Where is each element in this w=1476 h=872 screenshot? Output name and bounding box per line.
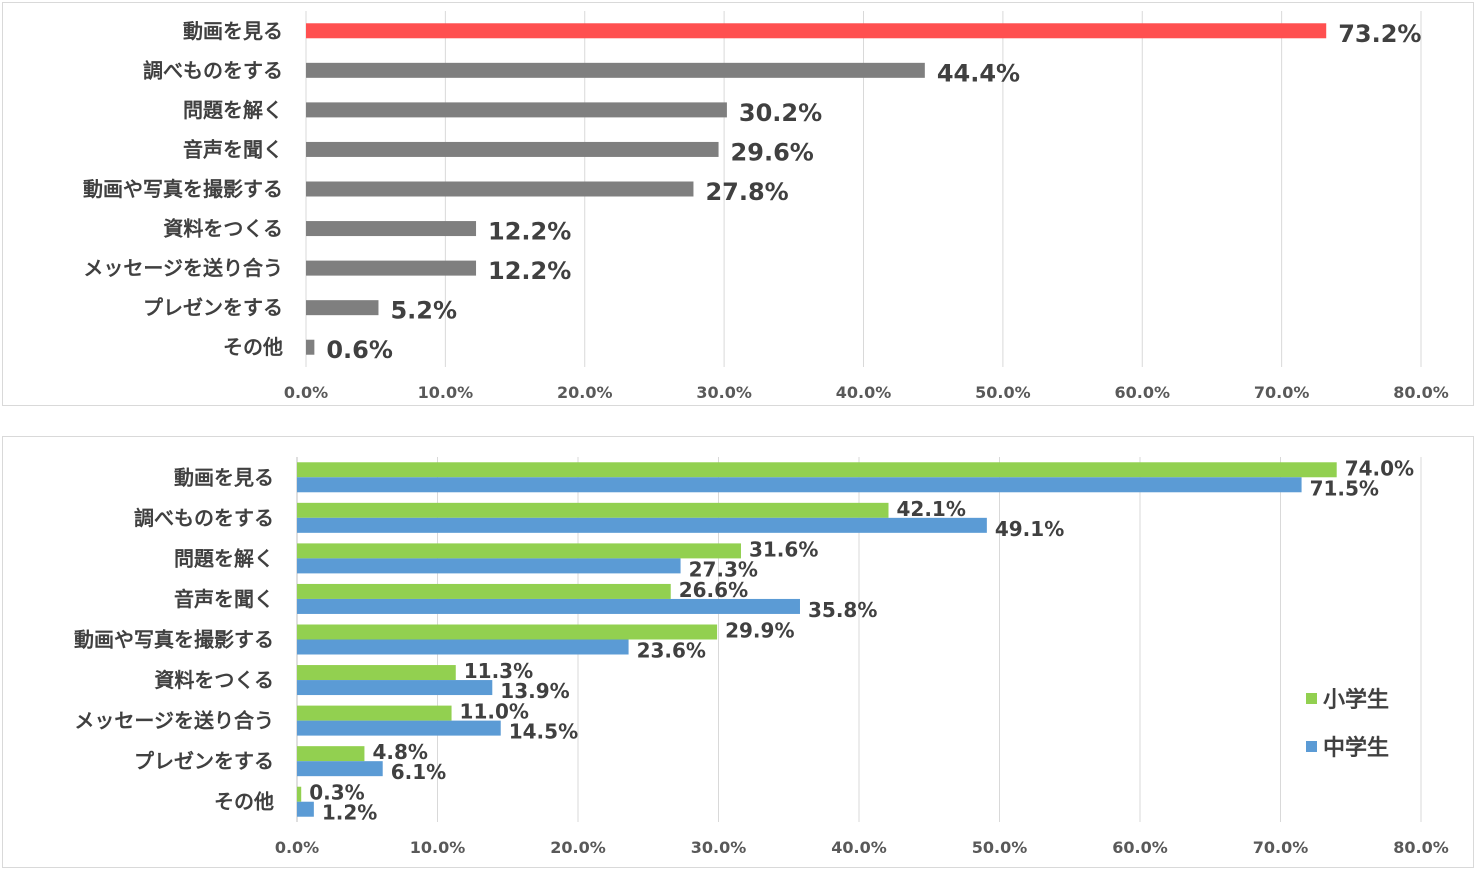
x-tick-label: 30.0%: [691, 838, 747, 857]
x-tick-label: 60.0%: [1114, 383, 1170, 402]
category-label: 調べものをする: [134, 506, 274, 530]
data-label: 4.8%: [372, 740, 427, 764]
data-label: 29.9%: [725, 619, 794, 643]
data-label: 0.3%: [309, 781, 364, 805]
bar-elementary: [297, 462, 1337, 478]
bar-junior-high: [297, 801, 314, 817]
bar-elementary: [297, 543, 741, 559]
category-label: 動画を見る: [183, 19, 283, 43]
x-tick-label: 40.0%: [836, 383, 892, 402]
category-label: 動画や写真を撮影する: [83, 177, 283, 201]
data-label: 6.1%: [391, 760, 446, 784]
data-label: 27.8%: [705, 178, 788, 206]
data-label: 30.2%: [739, 99, 822, 127]
category-label: 動画を見る: [174, 465, 274, 489]
chart-overall-svg: 0.0% 10.0% 20.0% 30.0% 40.0% 50.0% 60.0% 70.0% 8…: [83, 11, 1449, 402]
bar-elementary: [297, 665, 456, 681]
category-label: 資料をつくる: [154, 668, 274, 692]
data-label: 1.2%: [322, 801, 377, 825]
data-label: 11.3%: [464, 659, 533, 683]
data-label: 31.6%: [749, 537, 818, 561]
data-label: 29.6%: [731, 138, 814, 166]
chart-overall: 0.0% 10.0% 20.0% 30.0% 40.0% 50.0% 60.0% 70.0% 8…: [2, 2, 1474, 406]
bar: [306, 339, 315, 355]
category-label: 動画や写真を撮影する: [74, 628, 274, 652]
category-label: 問題を解く: [183, 98, 283, 122]
legend-label: 小学生: [1323, 687, 1389, 713]
category-label: プレゼンをする: [134, 749, 274, 773]
category-label: 問題を解く: [174, 546, 274, 570]
x-tick-label: 50.0%: [972, 838, 1028, 857]
data-label: 27.3%: [689, 557, 758, 581]
bar: [306, 300, 379, 316]
x-tick-label: 70.0%: [1253, 838, 1309, 857]
legend-label: 中学生: [1323, 735, 1389, 761]
data-label: 13.9%: [500, 679, 569, 703]
bar: [306, 221, 477, 237]
bar: [306, 62, 925, 78]
data-label: 35.8%: [808, 598, 877, 622]
x-tick-label: 10.0%: [418, 383, 474, 402]
bar-junior-high: [297, 639, 629, 655]
data-label: 44.4%: [937, 59, 1020, 87]
category-label: 調べものをする: [143, 58, 283, 82]
data-label: 74.0%: [1345, 456, 1414, 480]
category-label: その他: [214, 790, 274, 814]
data-label: 5.2%: [390, 297, 457, 325]
bar-junior-high: [297, 517, 987, 533]
data-label: 71.5%: [1310, 476, 1379, 500]
category-label: メッセージを送り合う: [83, 256, 283, 280]
x-tick-label: 0.0%: [284, 383, 328, 402]
data-label: 73.2%: [1338, 20, 1421, 48]
category-label: プレゼンをする: [143, 296, 283, 320]
x-tick-label: 80.0%: [1393, 838, 1449, 857]
data-label: 26.6%: [679, 578, 748, 602]
bar-junior-high: [297, 558, 681, 574]
category-label: メッセージを送り合う: [74, 709, 274, 733]
bar-elementary: [297, 624, 718, 640]
x-tick-label: 10.0%: [410, 838, 466, 857]
bar-elementary: [297, 705, 452, 721]
data-label: 11.0%: [460, 700, 529, 724]
bar-elementary: [297, 502, 889, 518]
data-label: 0.6%: [326, 336, 393, 364]
legend-swatch: [1306, 693, 1317, 704]
bar-junior-high: [297, 477, 1302, 493]
bar: [306, 102, 727, 118]
x-tick-label: 50.0%: [975, 383, 1031, 402]
chart-by-school-level-svg: 0.0% 10.0% 20.0% 30.0% 40.0% 50.0% 60.0% 70.0% 8…: [74, 456, 1449, 857]
data-label: 23.6%: [637, 639, 706, 663]
x-tick-label: 20.0%: [550, 838, 606, 857]
data-label: 49.1%: [995, 517, 1064, 541]
bar-elementary: [297, 746, 365, 762]
category-label: 音声を聞く: [174, 587, 274, 611]
x-tick-label: 60.0%: [1112, 838, 1168, 857]
bar-junior-high: [297, 680, 493, 696]
chart-by-school-level: 0.0% 10.0% 20.0% 30.0% 40.0% 50.0% 60.0% 70.0% 8…: [2, 436, 1474, 868]
data-label: 42.1%: [897, 497, 966, 521]
x-tick-label: 20.0%: [557, 383, 613, 402]
category-label: 音声を聞く: [183, 137, 283, 161]
x-tick-label: 70.0%: [1254, 383, 1310, 402]
category-label: 資料をつくる: [163, 217, 283, 241]
data-label: 12.2%: [488, 218, 571, 246]
bar: [306, 23, 1327, 39]
x-tick-label: 0.0%: [275, 838, 319, 857]
bar-junior-high: [297, 598, 800, 614]
bar: [306, 141, 719, 157]
bar: [306, 260, 477, 276]
bar-elementary: [297, 583, 671, 599]
bar: [306, 181, 694, 197]
legend-swatch: [1306, 741, 1317, 752]
bar-junior-high: [297, 720, 501, 736]
x-tick-label: 40.0%: [831, 838, 887, 857]
data-label: 14.5%: [509, 720, 578, 744]
category-label: その他: [223, 335, 283, 359]
data-label: 12.2%: [488, 257, 571, 285]
bar-elementary: [297, 786, 302, 802]
x-tick-label: 80.0%: [1393, 383, 1449, 402]
bar-junior-high: [297, 761, 383, 777]
x-tick-label: 30.0%: [696, 383, 752, 402]
